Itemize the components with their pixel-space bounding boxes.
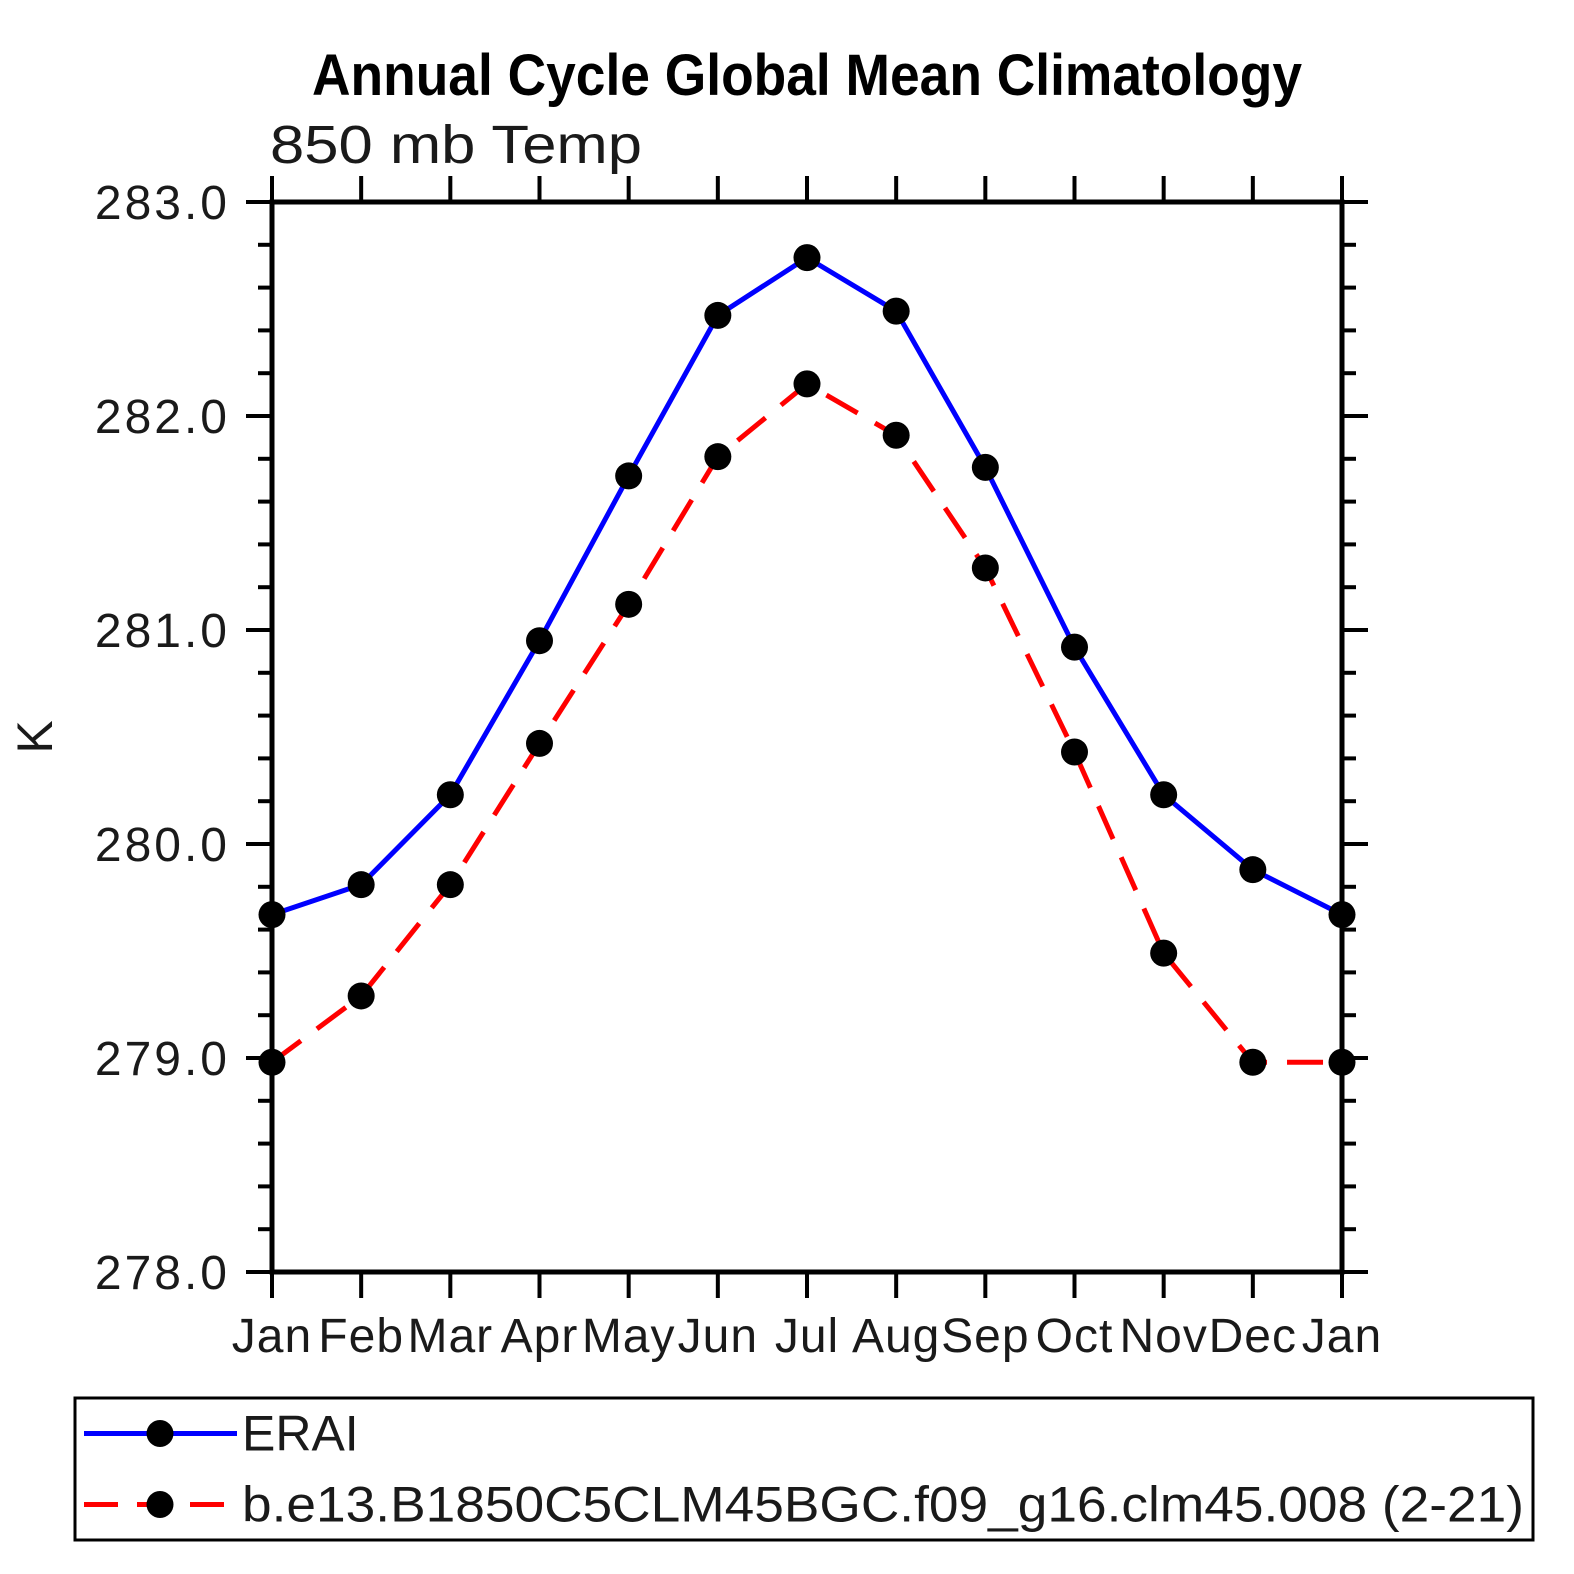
legend-item-label: ERAI (242, 1406, 359, 1462)
series-line-1 (270, 380, 1342, 1065)
data-point-marker (793, 244, 821, 272)
data-point-marker (971, 554, 999, 582)
data-point-marker (1061, 738, 1088, 766)
data-point-marker (347, 871, 375, 899)
y-tick-label: 278.0 (95, 1247, 230, 1300)
data-point-marker (436, 781, 464, 809)
data-point-marker (526, 627, 553, 655)
legend-item-marker (146, 1491, 174, 1518)
legend: ERAI b.e13.B1850C5CLM45BGC.f09_g16.clm45.… (73, 1396, 1535, 1542)
data-point-marker (971, 453, 999, 481)
data-point-marker (258, 901, 286, 929)
data-point-marker (1239, 1048, 1267, 1076)
x-tick-label: Jun (678, 1310, 758, 1363)
series-line-0 (271, 254, 1344, 917)
data-point-marker (526, 729, 553, 757)
data-point-marker (793, 370, 821, 398)
y-tick-label: 282.0 (95, 391, 230, 444)
data-point-marker (347, 982, 375, 1010)
data-point-marker (1150, 939, 1178, 967)
x-tick-label: Dec (1209, 1310, 1297, 1363)
series-layer (258, 244, 1356, 1076)
y-tick-label: 280.0 (95, 819, 230, 872)
x-tick-label: May (582, 1310, 676, 1363)
data-point-marker (258, 1048, 286, 1076)
data-point-marker (1150, 781, 1178, 809)
plot-frame (269, 199, 1345, 1275)
x-tick-label: Feb (318, 1310, 404, 1363)
legend-item-marker (146, 1420, 174, 1447)
data-point-marker (704, 301, 732, 329)
chart-title: Annual Cycle Global Mean Climatology (312, 43, 1302, 108)
data-point-marker (704, 443, 732, 471)
y-tick-label: 283.0 (95, 177, 230, 230)
data-point-marker (615, 462, 643, 490)
legend-item-label: b.e13.B1850C5CLM45BGC.f09_g16.clm45.008 … (242, 1477, 1524, 1533)
data-point-marker (882, 297, 910, 325)
data-point-marker (1328, 1048, 1356, 1076)
x-tick-label: Oct (1036, 1310, 1114, 1363)
data-point-marker (1328, 901, 1356, 929)
x-tick-label: Jul (775, 1310, 839, 1363)
y-tick-label: 281.0 (95, 605, 230, 658)
x-tick-label: Mar (407, 1310, 493, 1363)
data-point-marker (882, 421, 910, 449)
x-tick-label: Nov (1119, 1310, 1207, 1363)
y-tick-label: 279.0 (95, 1033, 230, 1086)
data-point-marker (1061, 633, 1088, 661)
x-tick-label: Aug (852, 1310, 940, 1363)
data-point-marker (615, 590, 643, 618)
y-axis-label: K (7, 720, 63, 753)
x-tick-label: Apr (501, 1310, 579, 1363)
x-tick-label: Jan (232, 1310, 312, 1363)
x-tick-label: Sep (941, 1310, 1029, 1363)
data-point-marker (1239, 856, 1267, 884)
legend-box (73, 1396, 1535, 1542)
chart-subtitle: 850 mb Temp (270, 115, 642, 175)
data-point-marker (436, 871, 464, 899)
x-tick-label: Jan (1302, 1310, 1382, 1363)
